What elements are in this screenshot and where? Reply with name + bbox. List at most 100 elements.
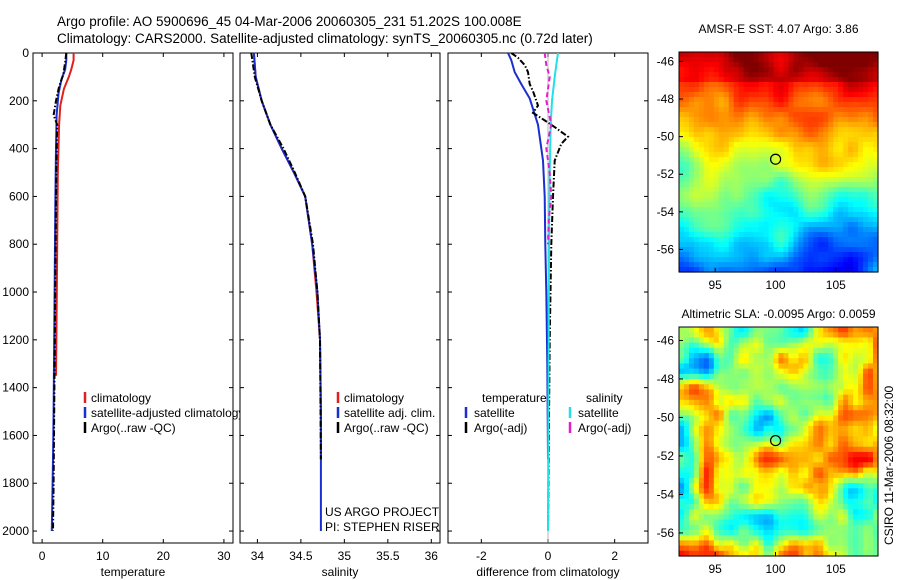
heat-cell — [748, 172, 755, 178]
heat-cell — [708, 262, 715, 268]
heat-cell — [683, 147, 690, 153]
heat-cell — [848, 132, 854, 138]
heat-cell — [763, 503, 770, 510]
heat-cell — [803, 187, 809, 193]
heat-cell — [833, 545, 839, 552]
heat-cell — [803, 467, 809, 474]
heat-cell — [763, 415, 770, 422]
heat-cell — [808, 217, 814, 223]
heat-cell — [843, 462, 849, 469]
heat-cell — [679, 342, 685, 349]
heat-cell — [763, 177, 770, 183]
heat-cell — [753, 373, 760, 380]
heat-cell — [693, 157, 700, 163]
heat-cell — [728, 57, 735, 63]
heat-cell — [858, 477, 864, 484]
heat-cell — [768, 363, 775, 370]
heat-cell — [808, 117, 814, 123]
heat-cell — [823, 425, 829, 432]
heat-cell — [788, 202, 795, 208]
heat-cell — [873, 92, 879, 98]
heat-cell — [818, 503, 824, 510]
heat-cell — [843, 227, 849, 233]
heat-cell — [783, 102, 790, 108]
heat-cell — [753, 252, 760, 258]
heat-cell — [813, 524, 819, 531]
heat-cell — [848, 540, 854, 547]
heat-cell — [788, 342, 795, 349]
heat-cell — [833, 467, 839, 474]
heat-cell — [828, 212, 834, 218]
heat-cell — [733, 117, 740, 123]
heat-cell — [818, 187, 824, 193]
heat-cell — [768, 72, 775, 78]
heat-cell — [813, 405, 819, 411]
heat-cell — [743, 142, 750, 148]
heat-cell — [763, 257, 770, 263]
heat-cell — [773, 217, 780, 223]
heat-cell — [743, 550, 750, 557]
heat-cell — [728, 332, 735, 338]
heat-cell — [688, 182, 695, 188]
heat-cell — [698, 399, 705, 406]
heat-cell — [723, 524, 730, 531]
heat-cell — [679, 77, 685, 83]
heat-cell — [853, 92, 859, 98]
heat-cell — [728, 142, 735, 148]
heat-cell — [758, 62, 765, 68]
heat-cell — [773, 72, 780, 78]
heat-cell — [718, 488, 725, 495]
heat-cell — [743, 232, 750, 238]
heat-cell — [753, 127, 760, 133]
heat-cell — [738, 477, 745, 484]
heat-cell — [683, 420, 690, 427]
heat-cell — [833, 227, 839, 233]
heat-cell — [693, 503, 700, 510]
heat-cell — [738, 457, 745, 463]
heat-cell — [773, 192, 780, 198]
x-tick-label: 2 — [611, 549, 618, 563]
legend-label: climatology — [91, 391, 151, 405]
heat-cell — [743, 222, 750, 228]
heat-cell — [679, 498, 685, 505]
sla-map-frame — [678, 326, 879, 557]
heat-cell — [803, 192, 809, 198]
heat-cell — [693, 192, 700, 198]
heat-cell — [723, 529, 730, 536]
heat-cell — [758, 112, 765, 118]
heat-cell — [843, 529, 849, 536]
heat-cell — [693, 509, 700, 515]
heat-cell — [713, 457, 720, 463]
temperature-panel-frame — [32, 52, 234, 544]
heat-cell — [788, 436, 795, 443]
heat-cell — [743, 207, 750, 213]
heat-cell — [743, 62, 750, 68]
heat-cell — [748, 92, 755, 98]
heat-cell — [713, 363, 720, 370]
heat-cell — [853, 247, 859, 253]
heat-cell — [843, 332, 849, 338]
heat-cell — [798, 102, 804, 108]
heat-cell — [708, 535, 715, 541]
heat-cell — [813, 232, 819, 238]
heat-cell — [863, 232, 869, 238]
heat-cell — [708, 97, 715, 103]
heat-cell — [778, 498, 785, 505]
heat-cell — [748, 152, 755, 158]
heat-cell — [793, 342, 799, 349]
heat-cell — [808, 545, 814, 552]
heat-cell — [803, 257, 809, 263]
heat-cell — [773, 431, 780, 437]
heat-cell — [788, 509, 795, 515]
heat-cell — [768, 446, 775, 453]
heat-cell — [798, 202, 804, 208]
heat-cell — [718, 550, 725, 557]
heat-cell — [833, 410, 839, 417]
heat-cell — [788, 550, 795, 557]
heat-cell — [798, 182, 804, 188]
heat-cell — [818, 132, 824, 138]
heat-cell — [788, 441, 795, 448]
heat-cell — [693, 57, 700, 63]
heat-cell — [828, 247, 834, 253]
heat-cell — [858, 503, 864, 510]
